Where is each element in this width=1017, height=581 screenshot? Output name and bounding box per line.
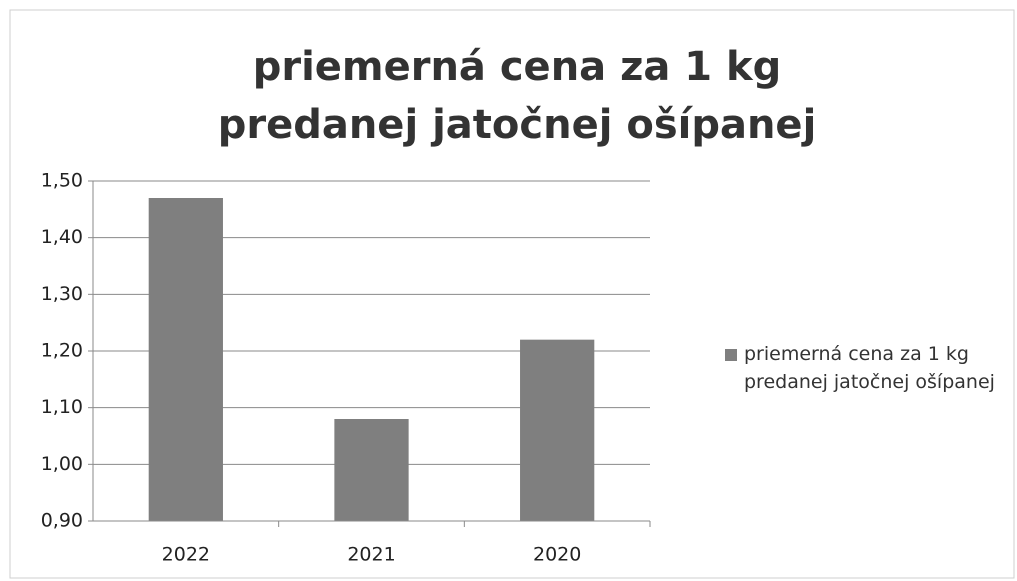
chart-border [9,9,1015,579]
legend-label: priemerná cena za 1 kg predanej jatočnej… [744,343,995,393]
y-tick-label: 1,30 [41,283,83,305]
y-tick-label: 1,00 [41,453,83,475]
y-tick-label: 0,90 [41,510,83,532]
chart-title: priemerná cena za 1 kg predanej jatočnej… [217,44,817,148]
y-tick-label: 1,50 [41,170,83,192]
bar [520,339,595,521]
y-tick-label: 1,40 [41,226,83,248]
y-tick-label: 1,10 [41,396,83,418]
legend-swatch [725,349,737,361]
y-tick-label: 1,20 [41,340,83,362]
x-tick-label: 2022 [162,544,210,566]
bar [148,198,223,521]
legend: priemerná cena za 1 kg predanej jatočnej… [725,340,1005,396]
x-tick-label: 2020 [533,544,581,566]
x-tick-label: 2021 [347,544,395,566]
bar [334,419,409,521]
